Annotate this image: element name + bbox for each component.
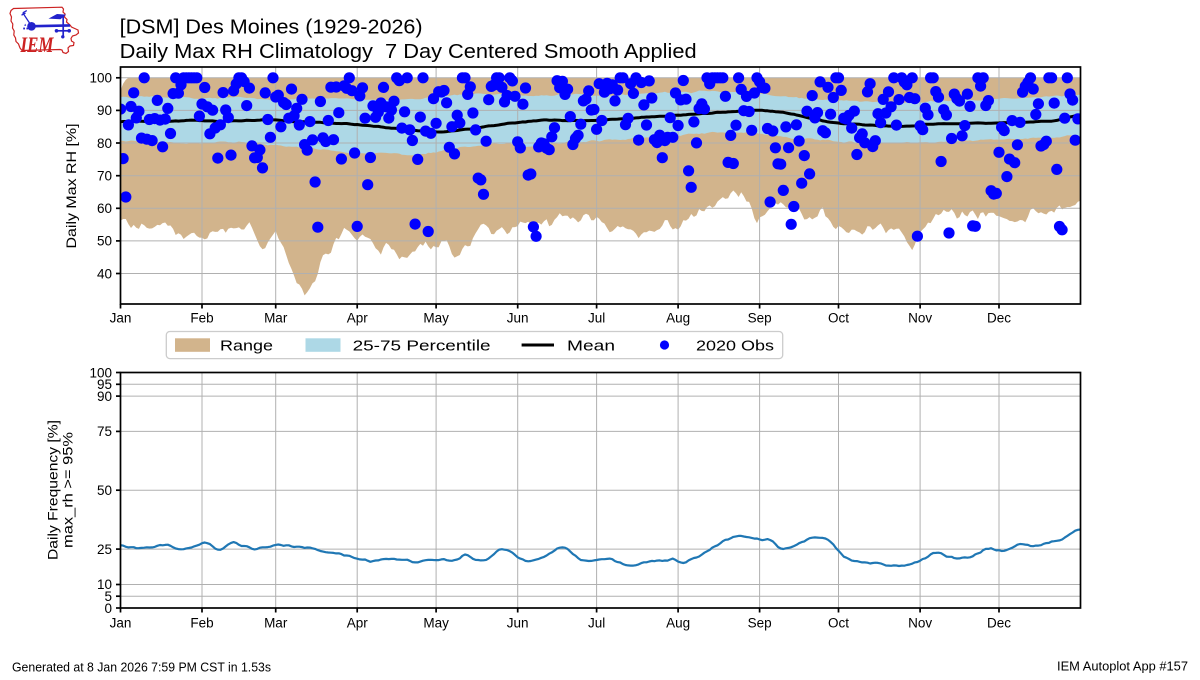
svg-text:Mar: Mar: [264, 311, 288, 326]
svg-text:50: 50: [97, 234, 112, 249]
svg-text:Apr: Apr: [347, 616, 369, 631]
svg-text:Feb: Feb: [190, 616, 213, 631]
svg-text:Sep: Sep: [748, 311, 772, 326]
svg-text:Jan: Jan: [110, 311, 132, 326]
svg-text:100: 100: [89, 71, 112, 86]
svg-text:Jun: Jun: [507, 311, 529, 326]
svg-text:Nov: Nov: [908, 311, 932, 326]
svg-text:Jul: Jul: [588, 311, 605, 326]
svg-text:[DSM] Des Moines (1929-2026): [DSM] Des Moines (1929-2026): [120, 16, 423, 38]
svg-text:90: 90: [97, 103, 112, 118]
svg-text:Daily Max RH Climatology 7 Da: Daily Max RH Climatology 7 Day Centered …: [120, 41, 697, 63]
svg-text:Generated at 8 Jan 2026 7:59 P: Generated at 8 Jan 2026 7:59 PM CST in 1…: [12, 660, 271, 675]
svg-text:80: 80: [97, 136, 112, 151]
svg-text:Feb: Feb: [190, 311, 213, 326]
svg-text:70: 70: [97, 169, 112, 184]
svg-text:Daily Max RH [%]: Daily Max RH [%]: [64, 124, 79, 249]
svg-text:Oct: Oct: [828, 616, 849, 631]
svg-text:50: 50: [97, 483, 112, 498]
svg-text:Jan: Jan: [110, 616, 132, 631]
svg-text:60: 60: [97, 201, 112, 216]
svg-text:100: 100: [89, 365, 112, 380]
svg-text:IEM Autoplot App #157: IEM Autoplot App #157: [1057, 659, 1188, 674]
svg-text:10: 10: [97, 577, 112, 592]
svg-text:Aug: Aug: [666, 616, 690, 631]
svg-text:2020 Obs: 2020 Obs: [696, 338, 774, 354]
svg-text:Daily Frequency [%]: Daily Frequency [%]: [46, 420, 61, 560]
svg-text:May: May: [423, 311, 449, 326]
svg-text:90: 90: [97, 389, 112, 404]
svg-text:Range: Range: [220, 338, 273, 354]
svg-text:May: May: [423, 616, 449, 631]
svg-text:75: 75: [97, 424, 112, 439]
svg-text:Apr: Apr: [347, 311, 369, 326]
svg-text:5: 5: [104, 589, 112, 604]
svg-text:max_rh >= 95%: max_rh >= 95%: [60, 432, 75, 548]
svg-text:Mar: Mar: [264, 616, 288, 631]
svg-text:Dec: Dec: [987, 616, 1011, 631]
svg-text:95: 95: [97, 377, 112, 392]
svg-text:IEM: IEM: [20, 32, 55, 57]
svg-text:Jun: Jun: [507, 616, 529, 631]
svg-text:Dec: Dec: [987, 311, 1011, 326]
svg-text:Sep: Sep: [748, 616, 772, 631]
svg-text:25-75 Percentile: 25-75 Percentile: [353, 338, 491, 354]
svg-text:Oct: Oct: [828, 311, 849, 326]
svg-text:Jul: Jul: [588, 616, 605, 631]
svg-text:Aug: Aug: [666, 311, 690, 326]
svg-text:0: 0: [104, 601, 112, 616]
svg-text:25: 25: [97, 542, 112, 557]
svg-text:Nov: Nov: [908, 616, 932, 631]
svg-text:Mean: Mean: [567, 338, 615, 354]
svg-text:40: 40: [97, 266, 112, 281]
